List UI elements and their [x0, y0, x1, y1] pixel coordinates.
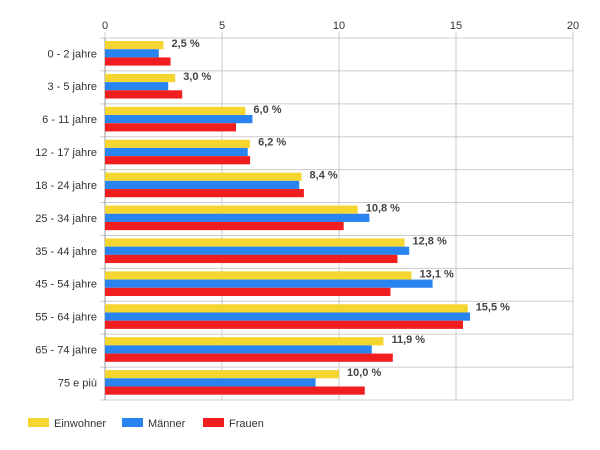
legend: Einwohner Männer Frauen [28, 418, 264, 430]
legend-swatch [122, 418, 143, 427]
bar-frauen [105, 254, 398, 264]
data-label: 10,8 % [366, 203, 400, 215]
bar-einwohner [105, 238, 405, 247]
bar-einwohner [105, 172, 302, 181]
bar-frauen [105, 189, 304, 198]
bar-einwohner [105, 139, 251, 148]
bar-m-nner [105, 312, 471, 321]
category-label: 75 e più [58, 377, 97, 389]
data-label: 15,5 % [476, 301, 510, 313]
bar-einwohner [105, 205, 358, 214]
data-label: 8,4 % [310, 170, 338, 182]
x-tick-label: 10 [333, 20, 345, 32]
bar-frauen [105, 287, 391, 296]
bar-einwohner [105, 73, 176, 83]
legend-swatch [28, 418, 49, 427]
bar-frauen [105, 221, 344, 231]
bar-m-nner [105, 345, 372, 354]
category-label: 12 - 17 jahre [35, 147, 97, 159]
x-axis-ticks: 0 5 10 15 20 [102, 20, 579, 32]
category-label: 0 - 2 jahre [47, 48, 97, 60]
data-label: 6,2 % [258, 137, 286, 149]
bar-einwohner [105, 370, 339, 379]
bars [105, 41, 471, 395]
data-label: 3,0 % [183, 71, 211, 83]
bar-einwohner [105, 106, 246, 116]
data-label: 10,0 % [347, 367, 381, 379]
bar-frauen [105, 353, 393, 362]
bar-einwohner [105, 337, 384, 346]
legend-swatch [203, 418, 224, 427]
category-label: 35 - 44 jahre [35, 246, 97, 258]
category-label: 25 - 34 jahre [35, 213, 97, 225]
bar-frauen [105, 386, 365, 395]
bar-einwohner [105, 271, 412, 280]
legend-label: Einwohner [54, 418, 106, 430]
data-label: 12,8 % [413, 235, 447, 247]
category-labels: 0 - 2 jahre 3 - 5 jahre 6 - 11 jahre 12 - 1… [35, 48, 97, 389]
bar-m-nner [105, 147, 248, 157]
bar-einwohner [105, 41, 164, 50]
data-label: 13,1 % [420, 268, 454, 280]
bar-m-nner [105, 378, 316, 387]
category-label: 55 - 64 jahre [35, 312, 97, 324]
legend-label: Frauen [229, 418, 264, 430]
category-label: 6 - 11 jahre [42, 114, 97, 126]
bar-frauen [105, 57, 171, 66]
x-tick-label: 5 [219, 20, 225, 32]
category-label: 18 - 24 jahre [35, 180, 97, 192]
legend-label: Männer [148, 418, 186, 430]
x-tick-label: 15 [450, 20, 462, 32]
data-label: 6,0 % [253, 104, 281, 116]
bar-m-nner [105, 213, 370, 222]
bar-frauen [105, 156, 251, 165]
bar-frauen [105, 320, 464, 329]
data-label: 11,9 % [391, 334, 425, 346]
bar-m-nner [105, 246, 410, 255]
x-tick-label: 20 [567, 20, 579, 32]
bar-m-nner [105, 180, 300, 190]
bar-einwohner [105, 304, 468, 313]
bar-m-nner [105, 82, 169, 91]
bar-m-nner [105, 49, 159, 58]
bar-m-nner [105, 115, 253, 124]
bar-frauen [105, 123, 237, 132]
bar-frauen [105, 90, 183, 99]
category-label: 3 - 5 jahre [47, 81, 97, 93]
bar-m-nner [105, 279, 433, 288]
data-label: 2,5 % [172, 38, 200, 50]
category-label: 45 - 54 jahre [35, 279, 97, 291]
category-label: 65 - 74 jahre [35, 344, 97, 356]
x-tick-label: 0 [102, 20, 108, 32]
data-labels: 2,5 % 3,0 % 6,0 % 6,2 % 8,4 % 10,8 % 12,8 % 13,… [172, 38, 511, 379]
